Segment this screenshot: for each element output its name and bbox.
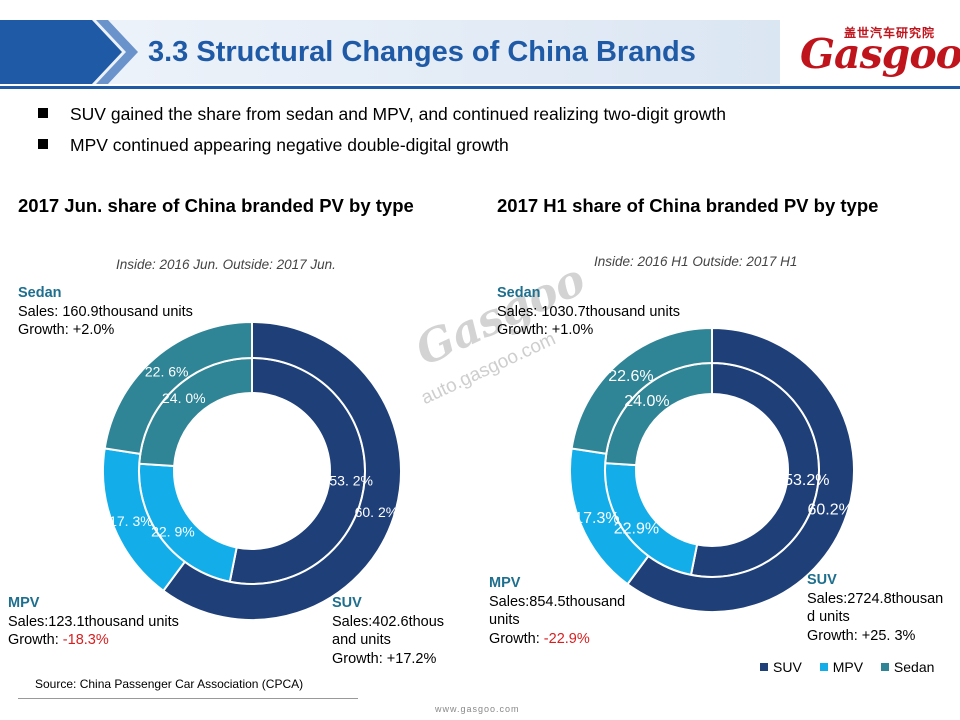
callout-sedan-h1: Sedan Sales: 1030.7thousand units Growth…: [497, 284, 680, 340]
callout-sales-line: Sales:854.5thousand: [489, 593, 626, 610]
callout-label: SUV: [332, 595, 362, 611]
callout-sales-line: d units: [807, 609, 850, 625]
callout-growth-prefix: Growth:: [489, 630, 544, 647]
chart-legend: SUV MPV Sedan: [760, 659, 948, 675]
legend-label: Sedan: [893, 659, 935, 675]
slice-label-h1-outside-suv: 60.2%: [808, 502, 853, 519]
callout-sedan-jun: Sedan Sales: 160.9thousand units Growth:…: [18, 284, 193, 340]
callout-sales-line: Sales:402.6thous: [332, 613, 445, 630]
source-note: Source: China Passenger Car Association …: [35, 677, 304, 691]
bullet-item: SUV gained the share from sedan and MPV,…: [38, 104, 726, 125]
callout-label: Sedan: [497, 285, 541, 301]
callout-growth-prefix: Growth:: [18, 322, 73, 338]
legend-label: MPV: [832, 659, 864, 675]
legend-swatch: [819, 663, 828, 671]
callout-growth-prefix: Growth:: [807, 627, 862, 644]
chevron-icon: [0, 20, 138, 84]
callout-growth-prefix: Growth:: [8, 632, 63, 648]
bullet-square-icon: [38, 139, 48, 149]
callout-growth-value: -18.3%: [62, 632, 109, 648]
slice-label-h1-inside-suv: 53.2%: [784, 472, 829, 489]
doughnut-chart-h1: 53.2% 22.9% 24.0% 60.2% 17.3% 22.6%: [569, 326, 855, 613]
slice-label-jun-inside-suv: 53. 2%: [329, 473, 373, 489]
callout-growth-prefix: Growth:: [497, 322, 552, 338]
callout-growth-value: -22.9%: [543, 630, 590, 647]
slice-label-jun-inside-mpv: 22. 9%: [151, 524, 195, 540]
slice-label-jun-inside-sedan: 24. 0%: [162, 390, 206, 406]
slice-label-h1-inside-mpv: 22.9%: [614, 521, 659, 538]
legend-item-mpv: MPV: [819, 659, 864, 675]
legend-swatch: [760, 663, 768, 671]
slice-h1-outside-suv: [626, 326, 855, 613]
callout-growth-value: +25. 3%: [861, 627, 916, 644]
legend-label: SUV: [773, 659, 802, 675]
bullet-text: SUV gained the share from sedan and MPV,…: [70, 104, 726, 124]
callout-growth-value: +2.0%: [72, 322, 115, 338]
chart-title-h1: 2017 H1 share of China branded PV by typ…: [497, 195, 879, 216]
slice-label-h1-outside-mpv: 17.3%: [574, 510, 619, 527]
footer-url: www.gasgoo.com: [435, 704, 520, 714]
chart-note-jun: Inside: 2016 Jun. Outside: 2017 Jun.: [116, 257, 336, 272]
callout-mpv-h1: MPV Sales:854.5thousand units Growth: -2…: [489, 574, 625, 648]
callout-growth-value: +1.0%: [551, 322, 594, 338]
bullet-item: MPV continued appearing negative double-…: [38, 135, 509, 156]
slice-h1-outside-sedan: [570, 326, 713, 455]
slice-label-jun-outside-sedan: 22. 6%: [145, 364, 189, 380]
page-title: 3.3 Structural Changes of China Brands: [148, 36, 696, 68]
callout-suv-jun: SUV Sales:402.6thous and units Growth: +…: [332, 594, 444, 668]
header-divider: [0, 86, 960, 89]
brand-cn-name: 盖世汽车研究院: [844, 26, 936, 40]
callout-label: SUV: [807, 572, 837, 588]
callout-label: MPV: [489, 575, 521, 591]
legend-item-sedan: Sedan: [880, 659, 935, 675]
slice-label-jun-outside-mpv: 17. 3%: [109, 513, 153, 529]
doughnut-chart-jun: 53. 2% 22. 9% 24. 0% 60. 2% 17. 3% 22. 6%: [102, 320, 402, 621]
bullet-text: MPV continued appearing negative double-…: [70, 135, 509, 155]
chart-note-h1: Inside: 2016 H1 Outside: 2017 H1: [594, 254, 798, 269]
slice-label-jun-outside-suv: 60. 2%: [355, 504, 399, 520]
callout-mpv-jun: MPV Sales:123.1thousand units Growth: -1…: [8, 594, 179, 650]
callout-sales: Sales: 160.9thousand units: [18, 303, 193, 320]
callout-growth-value: +17.2%: [386, 650, 437, 667]
slice-jun-outside-suv: [161, 320, 402, 621]
slice-label-h1-outside-sedan: 22.6%: [608, 368, 653, 385]
callout-label: Sedan: [18, 285, 62, 301]
slice-label-h1-inside-sedan: 24.0%: [624, 393, 669, 410]
callout-sales: Sales:123.1thousand units: [8, 613, 179, 630]
callout-sales: Sales: 1030.7thousand units: [497, 303, 680, 320]
callout-sales-line: units: [489, 612, 520, 628]
slice-jun-outside-sedan: [103, 320, 253, 456]
callout-label: MPV: [8, 595, 40, 611]
legend-swatch: [880, 663, 889, 671]
source-divider: [18, 698, 358, 699]
callout-suv-h1: SUV Sales:2724.8thousan d units Growth: …: [807, 571, 943, 645]
legend-item-suv: SUV: [760, 659, 802, 675]
chart-title-jun: 2017 Jun. share of China branded PV by t…: [18, 195, 414, 216]
callout-sales-line: and units: [332, 632, 391, 648]
bullet-square-icon: [38, 108, 48, 118]
callout-growth-prefix: Growth:: [332, 650, 387, 667]
brand-logo: Gasgoo: [800, 30, 960, 78]
callout-sales-line: Sales:2724.8thousan: [807, 590, 944, 607]
